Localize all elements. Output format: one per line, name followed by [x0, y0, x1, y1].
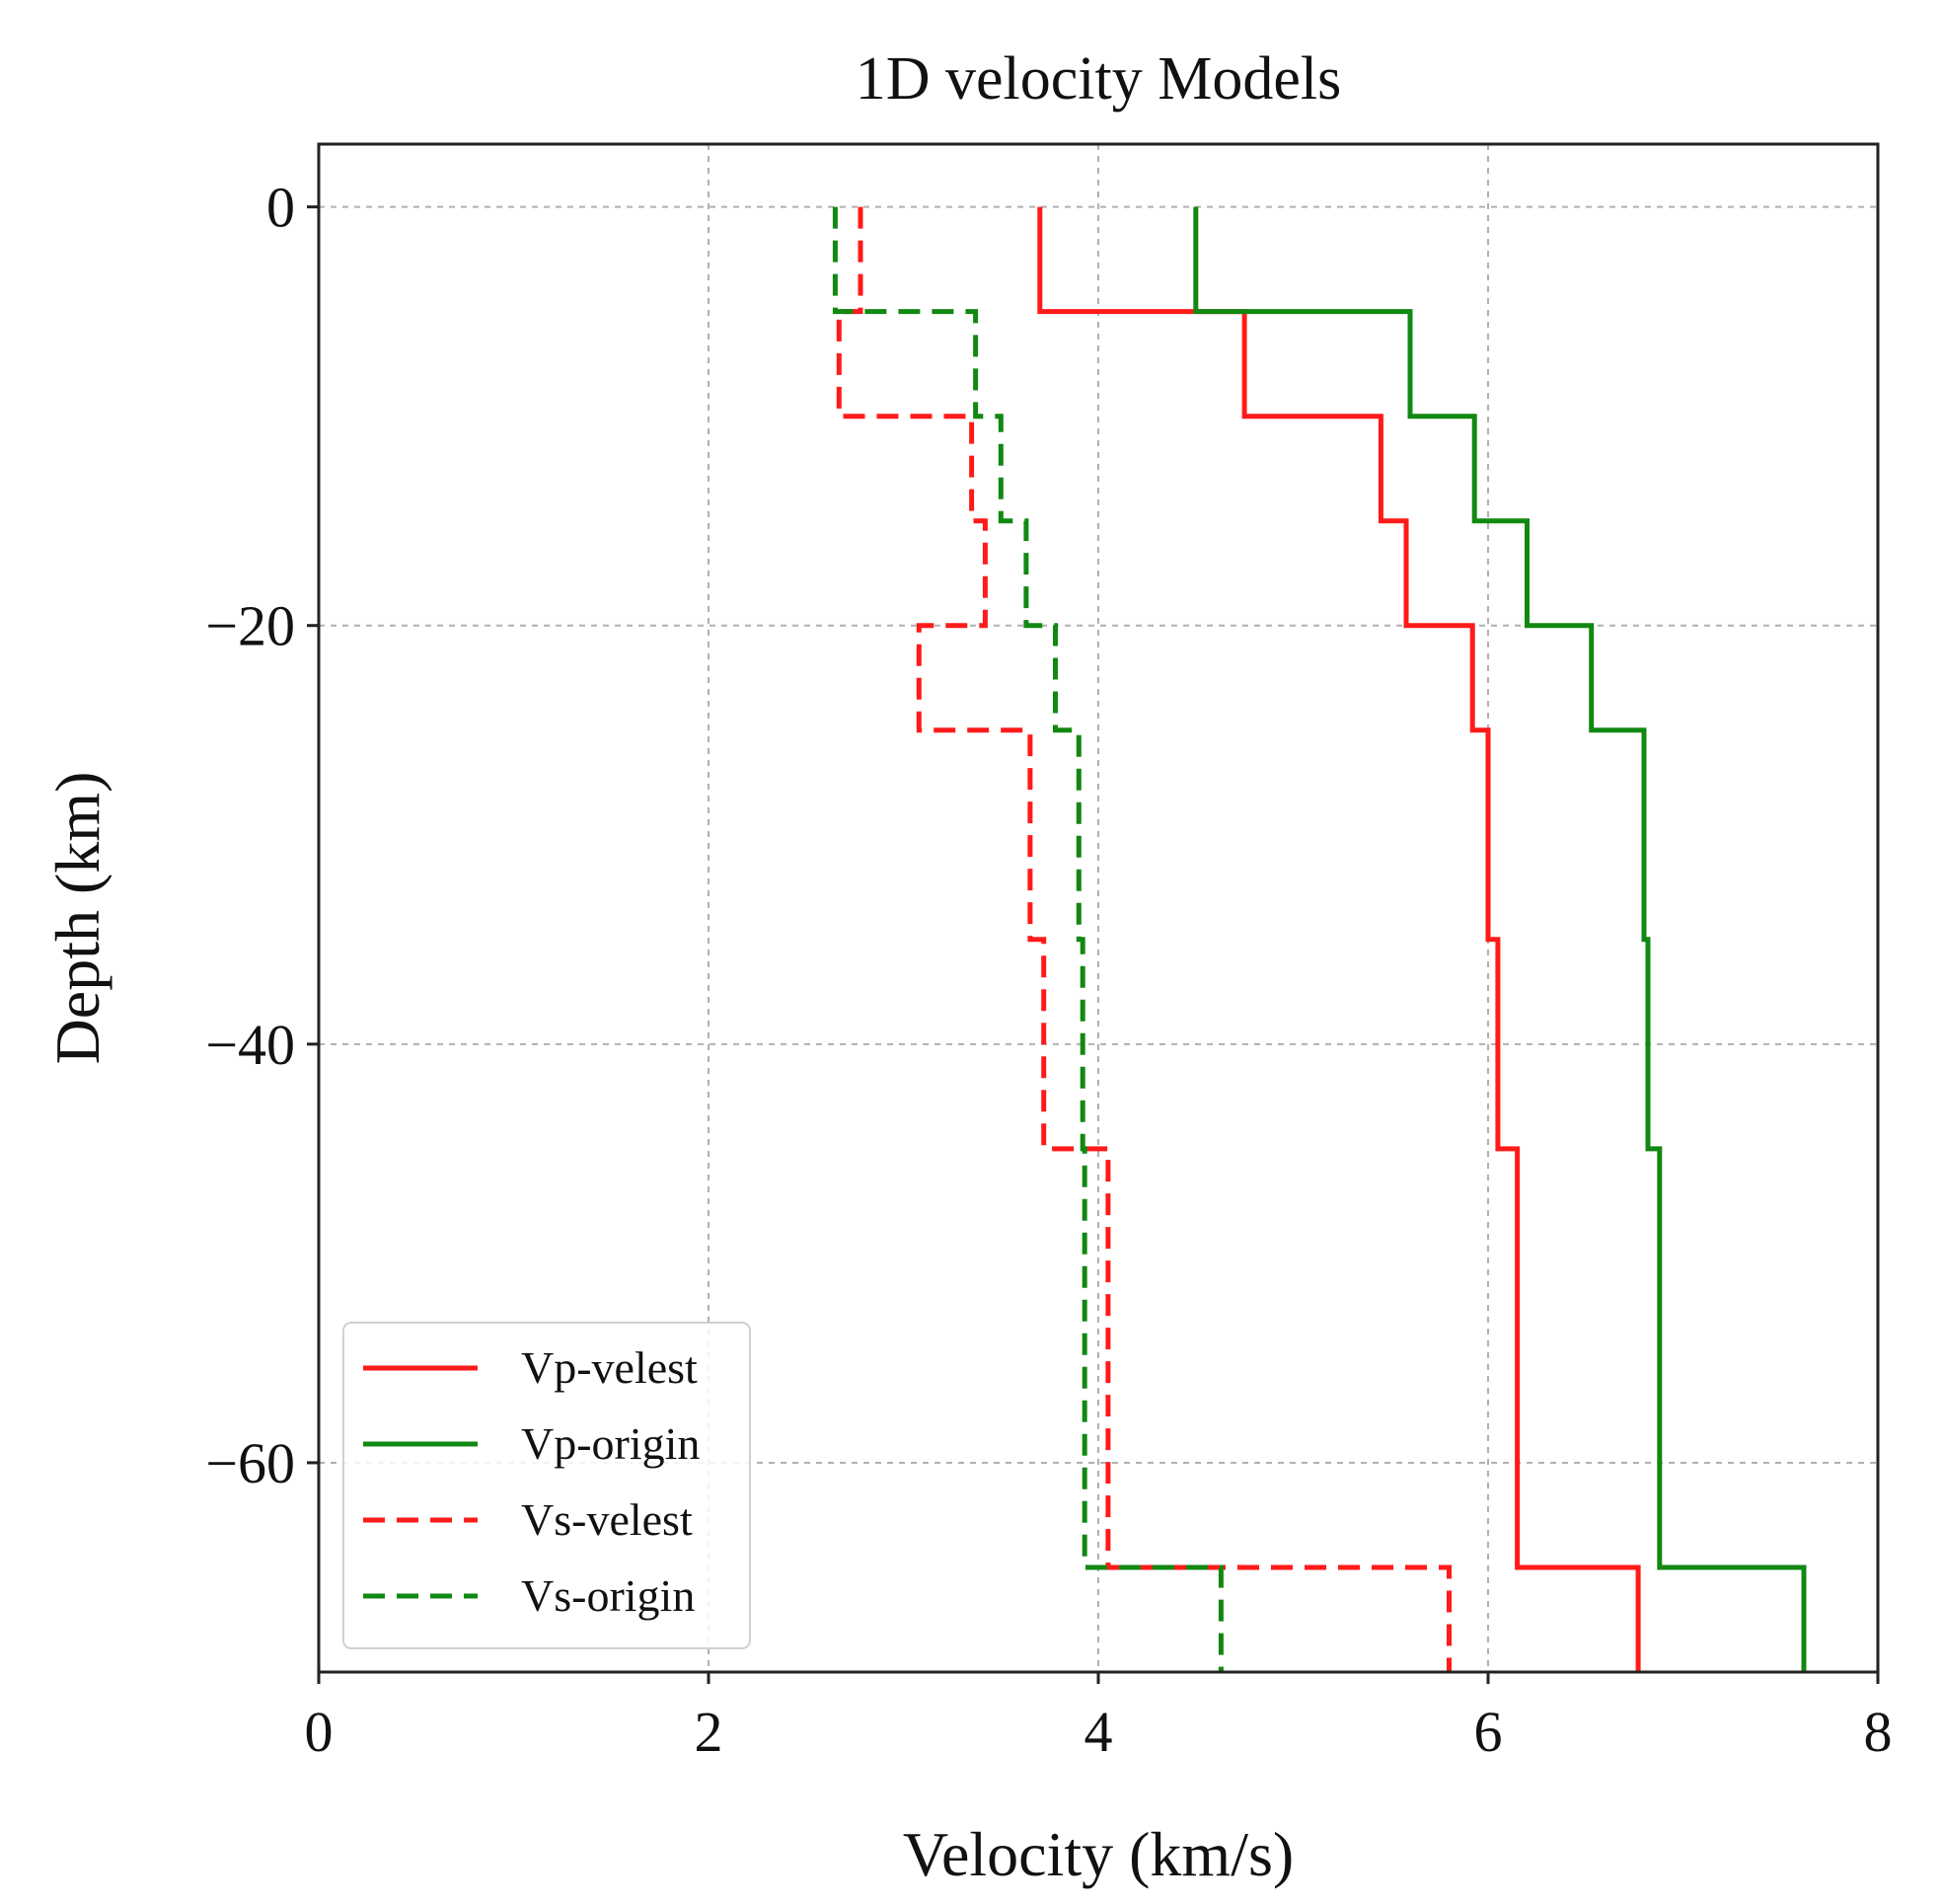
legend: Vp-velest Vp-origin Vs-velest Vs-origin [342, 1322, 751, 1649]
chart-title: 1D velocity Models [856, 45, 1342, 113]
x-ticks: 0 2 4 6 8 [305, 1672, 1893, 1764]
series-line-vp-origin [1193, 206, 1807, 1672]
y-axis-label: Depth (km) [42, 772, 112, 1065]
legend-label: Vs-origin [521, 1570, 695, 1621]
x-axis-label: Velocity (km/s) [903, 1819, 1294, 1889]
y-tick-label: −60 [205, 1431, 295, 1495]
legend-label: Vs-velest [521, 1494, 693, 1545]
x-tick-label: 4 [1084, 1700, 1113, 1764]
x-tick-label: 0 [305, 1700, 334, 1764]
x-tick-label: 2 [695, 1700, 723, 1764]
series-line-vs-origin [832, 206, 1224, 1672]
series-line-vs-velest [836, 206, 1452, 1672]
y-tick-label: −20 [205, 594, 295, 658]
y-tick-label: 0 [266, 176, 295, 240]
series-group [832, 206, 1807, 1672]
x-tick-label: 6 [1474, 1700, 1503, 1764]
y-ticks: 0 −20 −40 −60 [205, 176, 319, 1495]
legend-label: Vp-velest [521, 1342, 698, 1393]
series-line-vp-velest [1037, 206, 1641, 1672]
legend-label: Vp-origin [521, 1418, 700, 1469]
legend-box [342, 1322, 751, 1649]
y-tick-label: −40 [205, 1013, 295, 1077]
x-tick-label: 8 [1864, 1700, 1893, 1764]
